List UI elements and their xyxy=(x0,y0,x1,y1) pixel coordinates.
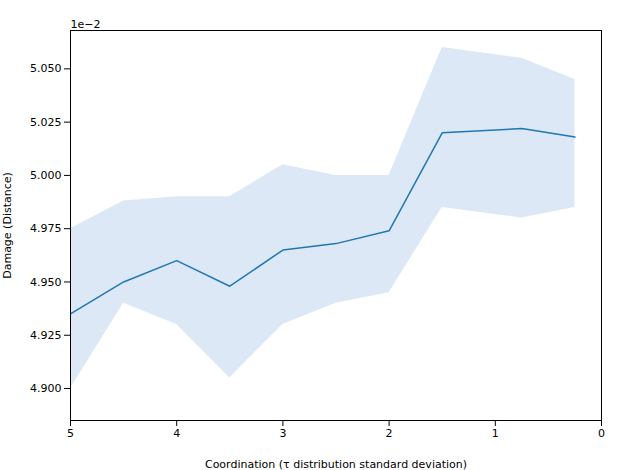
svg-text:0: 0 xyxy=(598,427,605,440)
svg-text:4.900: 4.900 xyxy=(30,382,62,395)
svg-text:4.950: 4.950 xyxy=(30,275,62,288)
svg-text:1e−2: 1e−2 xyxy=(71,18,101,31)
svg-text:4.925: 4.925 xyxy=(30,329,62,342)
svg-text:4.975: 4.975 xyxy=(30,222,62,235)
svg-text:2: 2 xyxy=(386,427,393,440)
svg-text:Damage (Distance): Damage (Distance) xyxy=(1,172,14,279)
svg-text:5: 5 xyxy=(67,427,74,440)
svg-text:5.050: 5.050 xyxy=(30,62,62,75)
svg-text:5.025: 5.025 xyxy=(30,116,62,129)
svg-text:4: 4 xyxy=(173,427,180,440)
svg-text:Coordination (τ distribution s: Coordination (τ distribution standard de… xyxy=(205,458,467,470)
svg-text:3: 3 xyxy=(279,427,286,440)
svg-text:5.000: 5.000 xyxy=(30,169,62,182)
svg-text:1: 1 xyxy=(492,427,499,440)
